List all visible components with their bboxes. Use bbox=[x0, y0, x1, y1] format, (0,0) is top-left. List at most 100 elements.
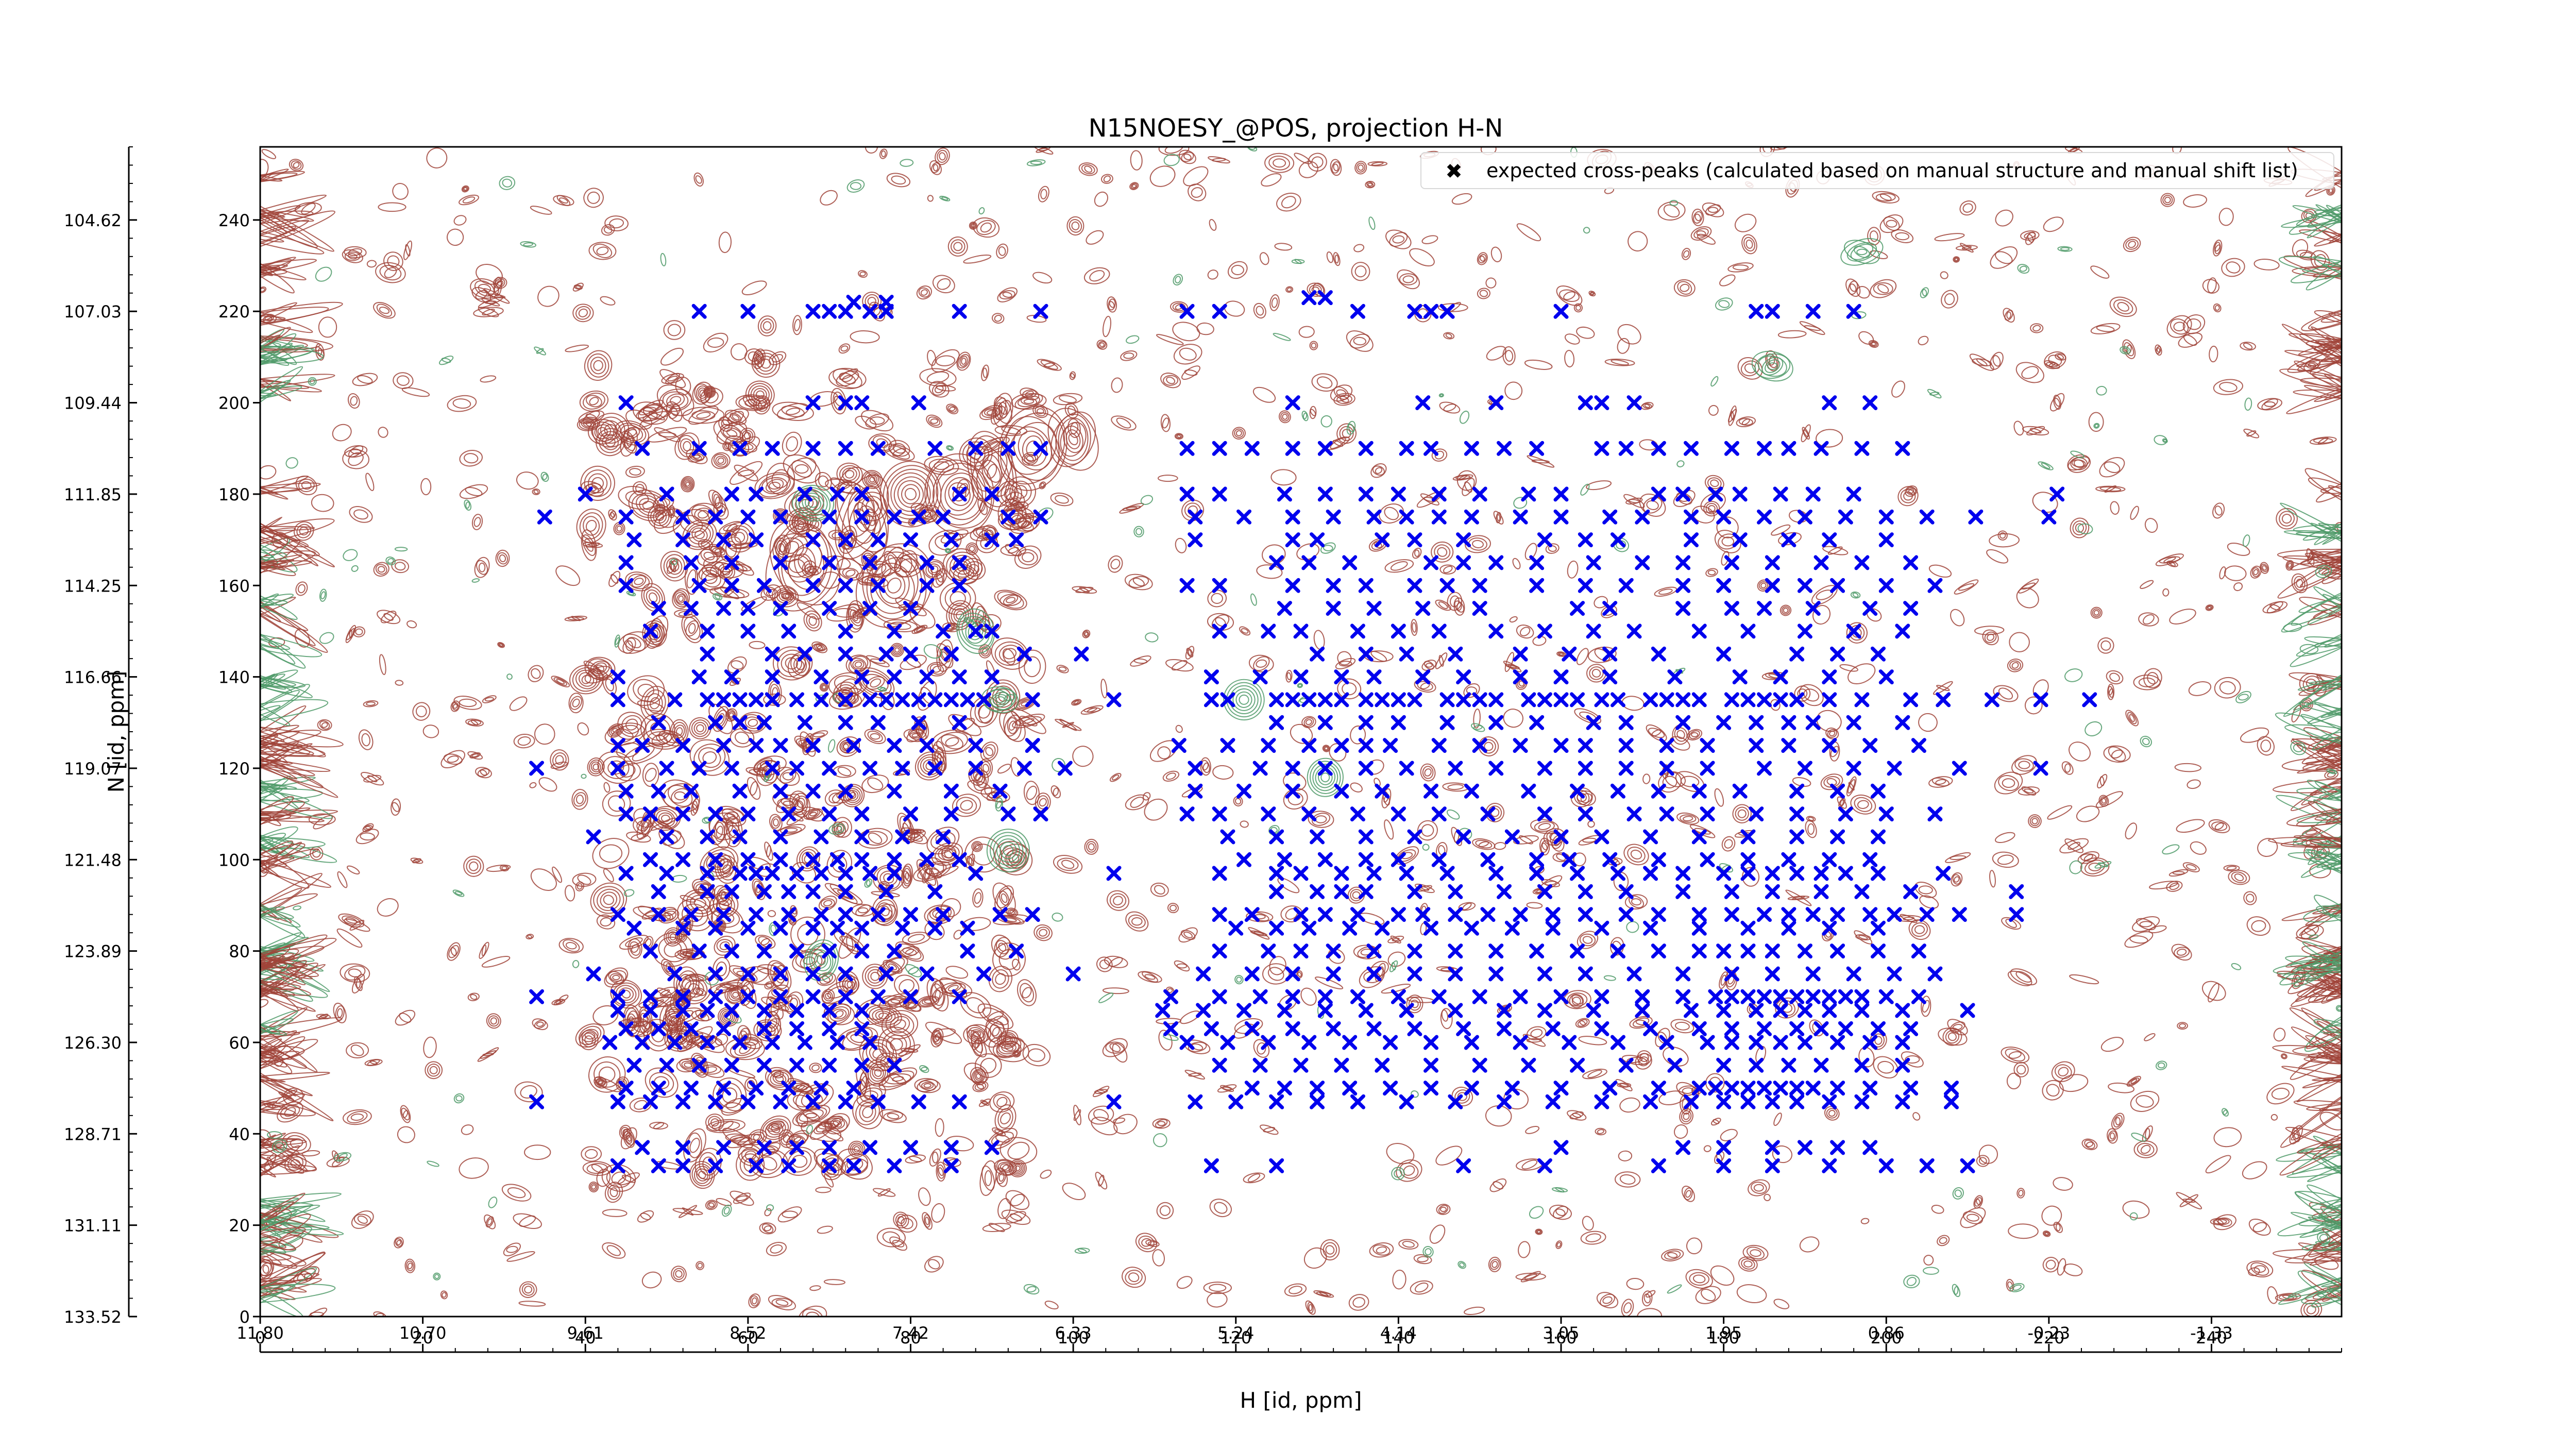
contour-ring bbox=[585, 1149, 598, 1159]
contour-ring bbox=[766, 845, 771, 857]
contour-ring bbox=[564, 885, 575, 902]
contour-ring bbox=[1954, 258, 1958, 261]
contour-ring bbox=[1323, 1242, 1337, 1258]
contour-ring bbox=[528, 665, 544, 682]
contour-ring bbox=[2227, 543, 2250, 556]
contour-ring bbox=[1348, 1294, 1369, 1311]
contour-ring bbox=[2317, 436, 2329, 445]
contour-ring bbox=[1125, 911, 1149, 932]
contour-ring bbox=[2188, 681, 2212, 696]
contour-ring bbox=[485, 1216, 494, 1228]
contour-ring bbox=[2282, 1294, 2294, 1300]
contour-ring bbox=[823, 900, 833, 906]
contour-ring bbox=[1685, 1269, 1713, 1289]
contour-ring bbox=[592, 243, 613, 258]
contour-ring bbox=[2213, 240, 2223, 257]
contour-ring bbox=[850, 330, 880, 344]
contour-ring bbox=[1367, 161, 1388, 166]
contour-ring bbox=[451, 702, 459, 711]
contour-ring bbox=[348, 445, 364, 458]
contour-ring bbox=[967, 780, 993, 795]
contour-ring bbox=[972, 217, 1000, 238]
contour-ring bbox=[1840, 799, 1844, 806]
contour-ring bbox=[318, 316, 337, 338]
contour-ring bbox=[2061, 761, 2074, 775]
contour-ring bbox=[1007, 547, 1019, 554]
contour-ring bbox=[1799, 1236, 1820, 1253]
contour-ring bbox=[782, 772, 794, 781]
contour-ring bbox=[365, 825, 371, 830]
contour-ring bbox=[1736, 1284, 1767, 1303]
contour-ring bbox=[1286, 287, 1292, 292]
contour-ring bbox=[855, 904, 871, 916]
contour-ring bbox=[2044, 351, 2066, 369]
contour-ring bbox=[1285, 669, 1293, 683]
contour-ring bbox=[1050, 785, 1061, 799]
contour-ring bbox=[1166, 376, 1176, 384]
contour-ring bbox=[562, 939, 580, 952]
contour-ring bbox=[2219, 382, 2238, 393]
contour-ring bbox=[499, 865, 509, 872]
contour-ring bbox=[2031, 818, 2038, 824]
contour-ring bbox=[1728, 405, 1737, 426]
contour-ring bbox=[579, 1030, 599, 1051]
contour-ring bbox=[1989, 533, 2020, 548]
contour-ring bbox=[1958, 583, 1975, 591]
contour-ring bbox=[1079, 587, 1090, 593]
contour-ring bbox=[2103, 745, 2131, 763]
contour-ring bbox=[1253, 656, 1270, 671]
contour-ring bbox=[947, 236, 968, 257]
contour-ring bbox=[261, 149, 276, 159]
contour-ring bbox=[1093, 1109, 1109, 1122]
contour-ring bbox=[1057, 857, 1079, 871]
contour-ring bbox=[1264, 153, 1295, 173]
contour-ring bbox=[596, 246, 609, 256]
contour-ring bbox=[697, 1262, 703, 1269]
contour-ring bbox=[1144, 974, 1156, 980]
contour-ring bbox=[951, 239, 965, 254]
contour-ring bbox=[1284, 1283, 1307, 1297]
contour-ring bbox=[1900, 914, 1918, 923]
contour-ring bbox=[918, 287, 930, 298]
contour-ring bbox=[1328, 948, 1345, 964]
contour-ring bbox=[1611, 359, 1629, 366]
contour-ring bbox=[2099, 457, 2125, 478]
contour-ring bbox=[414, 859, 420, 863]
contour-ring bbox=[2051, 1061, 2075, 1082]
contour-ring bbox=[1009, 1213, 1023, 1221]
contour-ring bbox=[1490, 246, 1502, 262]
contour-ring bbox=[1098, 341, 1106, 349]
contour-ring bbox=[1246, 911, 1274, 922]
contour-ring bbox=[572, 872, 597, 887]
contour-ring bbox=[2128, 241, 2136, 248]
contour-ring bbox=[2022, 426, 2049, 436]
contour-ring bbox=[1053, 855, 1083, 874]
contour-ring bbox=[1371, 162, 1384, 166]
contour-ring bbox=[1325, 1245, 1335, 1255]
contour-ring bbox=[578, 308, 588, 317]
contour-ring bbox=[1805, 820, 1817, 838]
contour-ring bbox=[2250, 565, 2262, 579]
contour-ring bbox=[1687, 729, 1703, 740]
contour-ring bbox=[1062, 721, 1074, 728]
contour-ring bbox=[1587, 1070, 1602, 1079]
contour-ring bbox=[809, 1285, 821, 1291]
contour-ring bbox=[2248, 1218, 2271, 1236]
contour-ring bbox=[1940, 271, 1948, 279]
contour-ring bbox=[2081, 1138, 2098, 1151]
contour-ring bbox=[2026, 426, 2045, 436]
contour-ring bbox=[1874, 1036, 1883, 1045]
contour-ring bbox=[355, 829, 379, 845]
contour-ring bbox=[570, 696, 582, 710]
contour-ring bbox=[1705, 204, 1721, 216]
contour-ring bbox=[768, 1295, 796, 1310]
contour-ring bbox=[1914, 925, 1925, 934]
contour-ring bbox=[2219, 681, 2236, 695]
contour-ring bbox=[1069, 371, 1076, 380]
contour-ring bbox=[1135, 1233, 1158, 1253]
contour-ring bbox=[367, 775, 378, 783]
contour-ring bbox=[1758, 581, 1768, 590]
contour-ring bbox=[2246, 916, 2271, 936]
contour-ring bbox=[1681, 1110, 1692, 1122]
contour-ring bbox=[1674, 1021, 1690, 1031]
